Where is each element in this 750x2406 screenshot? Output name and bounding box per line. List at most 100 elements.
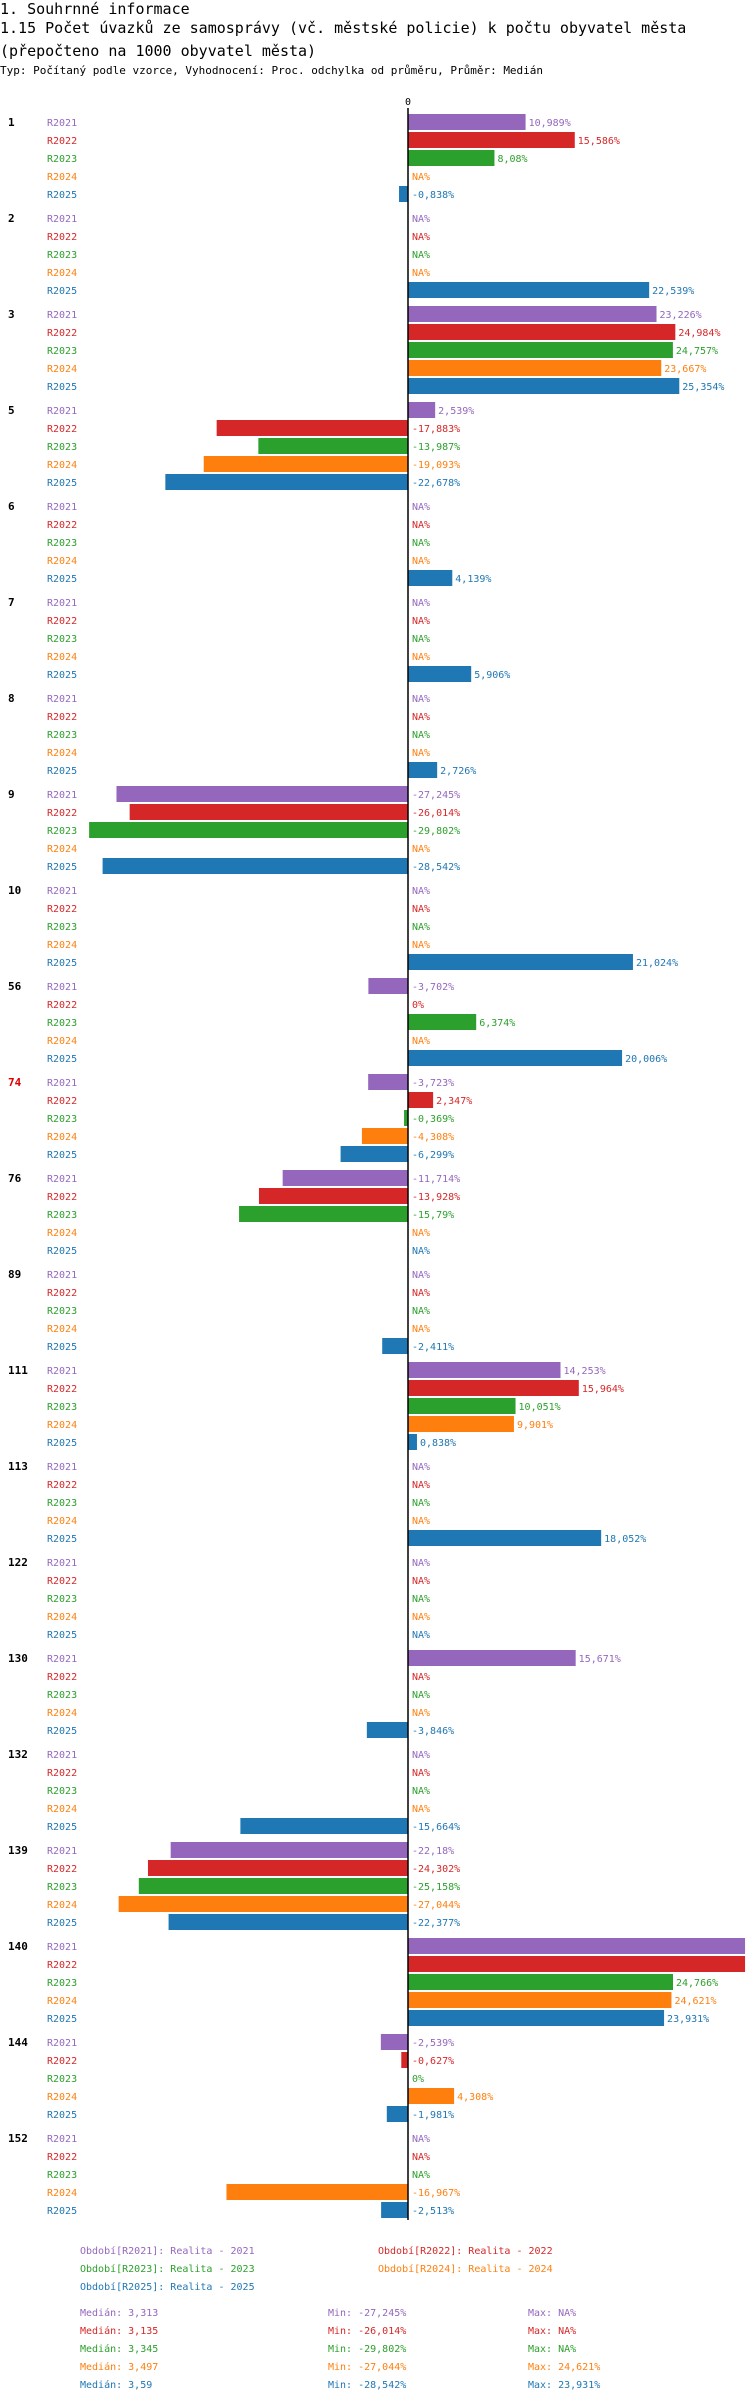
data-label: -19,093% — [412, 460, 460, 471]
group-label: 10 — [8, 884, 21, 897]
data-label: 6,374% — [479, 1018, 515, 1029]
series-row-label: R2023 — [47, 442, 77, 453]
series-row-label: R2021 — [47, 2038, 77, 2049]
data-label: -25,158% — [412, 1882, 460, 1893]
series-row-label: R2025 — [47, 1342, 77, 1353]
stat-max: Max: NA% — [528, 2344, 576, 2355]
series-row-label: R2024 — [47, 172, 77, 183]
data-label: -22,377% — [412, 1918, 460, 1929]
data-label: -13,928% — [412, 1192, 460, 1203]
group-label: 89 — [8, 1268, 21, 1281]
group-label: 152 — [8, 2132, 28, 2145]
data-label: 15,586% — [578, 136, 620, 147]
data-label: 2,347% — [436, 1096, 472, 1107]
series-row-label: R2023 — [47, 1114, 77, 1125]
series-row-label: R2021 — [47, 406, 77, 417]
bar — [408, 150, 495, 166]
data-label: 8,08% — [497, 154, 527, 165]
data-label: -0,627% — [412, 2056, 454, 2067]
bar — [366, 1722, 408, 1738]
data-label: 24,766% — [676, 1978, 718, 1989]
series-row-label: R2023 — [47, 250, 77, 261]
data-label: NA% — [412, 172, 430, 183]
data-label: 22,539% — [652, 286, 694, 297]
stat-max: Max: NA% — [528, 2326, 576, 2337]
bar — [282, 1170, 408, 1186]
series-row-label: R2025 — [47, 2206, 77, 2217]
bar — [116, 786, 408, 802]
group-label: 113 — [8, 1460, 28, 1473]
series-row-label: R2021 — [47, 982, 77, 993]
group-label: 6 — [8, 500, 15, 513]
series-row-label: R2025 — [47, 766, 77, 777]
series-row-label: R2023 — [47, 730, 77, 741]
data-label: 2,539% — [438, 406, 474, 417]
series-row-label: R2022 — [47, 136, 77, 147]
bar — [129, 804, 408, 820]
data-label: 15,964% — [582, 1384, 624, 1395]
data-label: -15,664% — [412, 1822, 460, 1833]
series-row-label: R2021 — [47, 502, 77, 513]
bar — [408, 360, 662, 376]
bar — [381, 2202, 408, 2218]
bar — [386, 2106, 408, 2122]
bar — [408, 1530, 602, 1546]
group-label: 5 — [8, 404, 15, 417]
data-label: 23,226% — [660, 310, 702, 321]
data-label: -24,302% — [412, 1864, 460, 1875]
series-row-label: R2024 — [47, 1036, 77, 1047]
bar — [138, 1878, 409, 1894]
series-row-label: R2024 — [47, 1900, 77, 1911]
data-label: NA% — [412, 250, 430, 261]
series-row-label: R2022 — [47, 616, 77, 627]
data-label: NA% — [412, 520, 430, 531]
series-row-label: R2024 — [47, 748, 77, 759]
data-label: NA% — [412, 1690, 430, 1701]
data-label: -28,542% — [412, 862, 460, 873]
group-label: 140 — [8, 1940, 28, 1953]
data-label: 15,671% — [579, 1654, 621, 1665]
series-row-label: R2024 — [47, 1228, 77, 1239]
series-row-label: R2025 — [47, 478, 77, 489]
data-label: 23,931% — [667, 2014, 709, 2025]
data-label: -2,539% — [412, 2038, 454, 2049]
data-label: NA% — [412, 502, 430, 513]
series-row-label: R2024 — [47, 1996, 77, 2007]
bar — [361, 1128, 408, 1144]
data-label: NA% — [412, 652, 430, 663]
stat-min: Min: -29,802% — [328, 2344, 406, 2355]
data-label: NA% — [412, 556, 430, 567]
bar — [408, 2010, 665, 2026]
series-row-label: R2021 — [47, 214, 77, 225]
legend-entry: Období[R2021]: Realita - 2021 — [80, 2245, 255, 2257]
series-row-label: R2023 — [47, 1594, 77, 1605]
legend-entry: Období[R2025]: Realita - 2025 — [80, 2281, 255, 2293]
data-label: NA% — [412, 844, 430, 855]
data-label: NA% — [412, 616, 430, 627]
series-row-label: R2023 — [47, 1210, 77, 1221]
series-row-label: R2022 — [47, 232, 77, 243]
bar — [408, 1416, 514, 1432]
data-label: 24,984% — [678, 328, 720, 339]
data-label: 23,667% — [664, 364, 706, 375]
data-label: -1,981% — [412, 2110, 454, 2121]
data-label: 24,621% — [674, 1996, 716, 2007]
bar — [404, 1110, 408, 1126]
stat-max: Max: NA% — [528, 2308, 576, 2319]
zero-tick-label: 0 — [405, 97, 411, 108]
series-row-label: R2024 — [47, 268, 77, 279]
series-row-label: R2022 — [47, 520, 77, 531]
series-row-label: R2024 — [47, 556, 77, 567]
series-row-label: R2023 — [47, 826, 77, 837]
series-row-label: R2021 — [47, 1462, 77, 1473]
stat-max: Max: 24,621% — [528, 2362, 600, 2373]
series-row-label: R2024 — [47, 1132, 77, 1143]
data-label: NA% — [412, 1270, 430, 1281]
stat-median: Medián: 3,497 — [80, 2361, 158, 2373]
bar — [203, 456, 408, 472]
group-label: 56 — [8, 980, 22, 993]
series-row-label: R2022 — [47, 1768, 77, 1779]
series-row-label: R2021 — [47, 1174, 77, 1185]
series-row-label: R2023 — [47, 1978, 77, 1989]
bar — [408, 2088, 455, 2104]
